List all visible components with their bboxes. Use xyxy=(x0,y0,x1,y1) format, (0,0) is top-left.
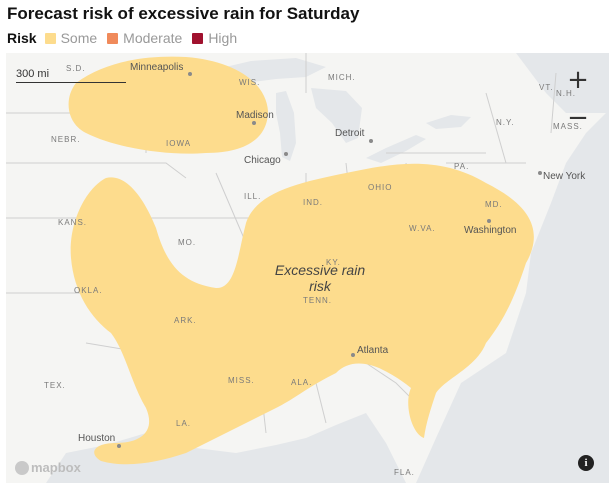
legend-swatch-some xyxy=(44,32,56,44)
legend-label-some: Some xyxy=(60,30,98,46)
rain-risk-area-upper-midwest xyxy=(68,56,268,154)
rain-risk-area-main xyxy=(70,163,534,465)
mapbox-attribution[interactable]: mapbox xyxy=(15,460,81,475)
lake-erie xyxy=(366,135,426,163)
info-icon[interactable]: i xyxy=(578,455,594,471)
map-title: Forecast risk of excessive rain for Satu… xyxy=(7,4,360,23)
scale-bar: 300 mi xyxy=(16,68,126,83)
gulf-of-mexico xyxy=(46,413,406,483)
zoom-in-button[interactable]: + xyxy=(567,65,589,95)
legend-label-high: High xyxy=(208,30,238,46)
zoom-out-button[interactable]: − xyxy=(567,103,589,133)
lake-ontario xyxy=(426,115,471,129)
scale-label: 300 mi xyxy=(16,68,50,80)
legend-title: Risk xyxy=(7,30,37,46)
legend-item-some: Some xyxy=(44,30,98,46)
map-canvas[interactable]: 300 mi S.D. WIS. MICH. NEBR. IOWA ILL. I… xyxy=(6,53,609,483)
mapbox-logo-icon xyxy=(15,460,29,475)
lake-huron xyxy=(311,88,362,143)
legend-label-moderate: Moderate xyxy=(123,30,183,46)
map-svg xyxy=(6,53,609,483)
legend-swatch-moderate xyxy=(107,32,119,44)
legend-item-high: High xyxy=(192,30,237,46)
mapbox-label: mapbox xyxy=(31,460,81,475)
atlantic-ocean xyxy=(416,53,609,483)
legend-swatch-high xyxy=(192,32,204,44)
lake-michigan xyxy=(276,91,296,161)
risk-legend: Risk Some Moderate High xyxy=(7,29,247,47)
legend-item-moderate: Moderate xyxy=(107,30,182,46)
